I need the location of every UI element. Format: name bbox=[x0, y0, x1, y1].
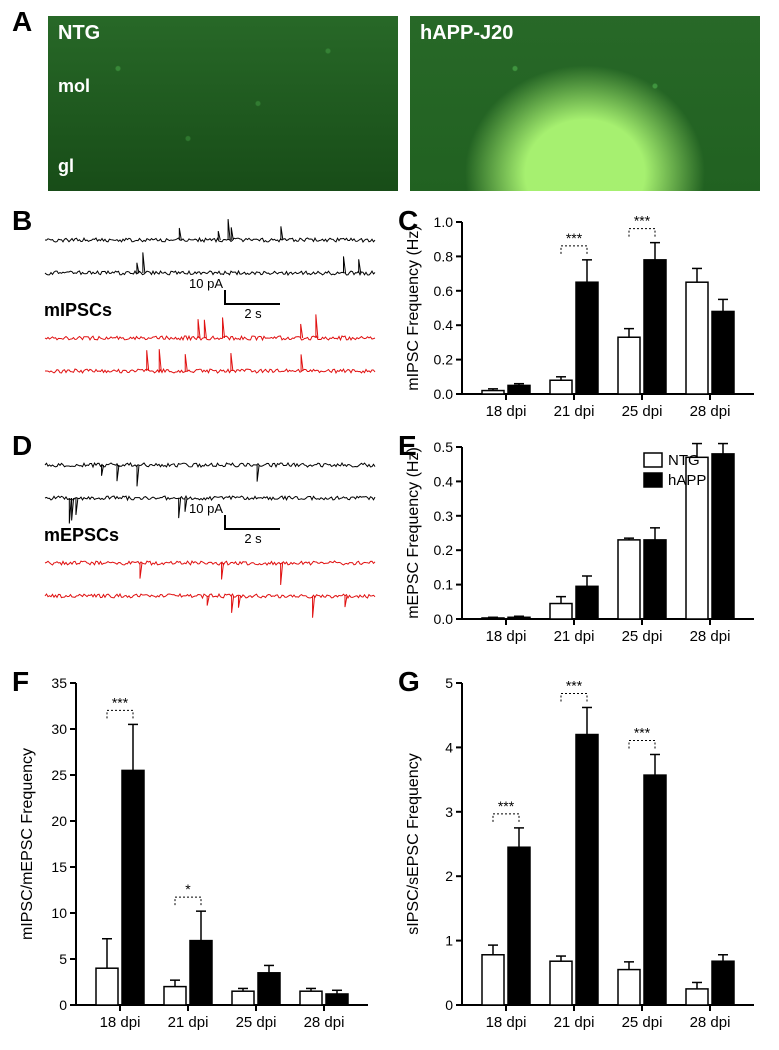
trace-label-mipsc: mIPSCs bbox=[44, 300, 112, 321]
svg-text:***: *** bbox=[566, 230, 583, 246]
svg-text:2: 2 bbox=[445, 868, 453, 884]
panel-a-label: A bbox=[12, 6, 32, 38]
trace-label-mepsc: mEPSCs bbox=[44, 525, 119, 546]
svg-text:18 dpi: 18 dpi bbox=[100, 1014, 141, 1031]
svg-text:***: *** bbox=[634, 724, 651, 740]
micrograph-ntg-texture bbox=[48, 16, 398, 191]
svg-text:10 pA: 10 pA bbox=[189, 276, 223, 291]
svg-text:18 dpi: 18 dpi bbox=[486, 628, 527, 645]
svg-text:25: 25 bbox=[51, 767, 67, 783]
panel-b-label: B bbox=[12, 205, 32, 237]
svg-text:hAPP: hAPP bbox=[668, 472, 706, 489]
svg-text:0.0: 0.0 bbox=[434, 611, 454, 627]
traces-mepsc: 10 pA 2 s mEPSCs bbox=[40, 443, 380, 623]
svg-text:mEPSC Frequency (Hz): mEPSC Frequency (Hz) bbox=[405, 447, 422, 619]
svg-text:0: 0 bbox=[59, 997, 67, 1013]
svg-text:0.6: 0.6 bbox=[434, 283, 454, 299]
svg-text:mIPSC/mEPSC Frequency: mIPSC/mEPSC Frequency bbox=[19, 748, 36, 940]
svg-text:28 dpi: 28 dpi bbox=[690, 628, 731, 645]
chart-e-svg: 0.0 0.1 0.2 0.3 0.4 0.5 mEPSC Frequency (Hz) 18… bbox=[404, 437, 764, 647]
svg-text:28 dpi: 28 dpi bbox=[304, 1014, 345, 1031]
panel-d-label: D bbox=[12, 430, 32, 462]
svg-text:4: 4 bbox=[445, 739, 453, 755]
svg-text:0.8: 0.8 bbox=[434, 248, 454, 264]
svg-text:0.3: 0.3 bbox=[434, 508, 454, 524]
svg-text:25 dpi: 25 dpi bbox=[622, 403, 663, 420]
svg-text:***: *** bbox=[498, 798, 515, 814]
svg-text:0.4: 0.4 bbox=[434, 317, 454, 333]
svg-text:1.0: 1.0 bbox=[434, 214, 454, 230]
svg-text:0.2: 0.2 bbox=[434, 542, 454, 558]
svg-text:18 dpi: 18 dpi bbox=[486, 1014, 527, 1031]
svg-text:1: 1 bbox=[445, 933, 453, 949]
micrograph-ntg-title: NTG bbox=[58, 22, 100, 45]
svg-text:35: 35 bbox=[51, 675, 67, 691]
svg-text:mIPSC Frequency (Hz): mIPSC Frequency (Hz) bbox=[405, 225, 422, 390]
svg-text:18 dpi: 18 dpi bbox=[486, 403, 527, 420]
micrograph-label-gl: gl bbox=[58, 156, 74, 177]
svg-text:15: 15 bbox=[51, 859, 67, 875]
svg-text:2 s: 2 s bbox=[244, 306, 262, 321]
micrograph-happ-title: hAPP-J20 bbox=[420, 22, 513, 45]
chart-c: 0.0 0.2 0.4 0.6 0.8 1.0 mIPSC Frequency (Hz) 18… bbox=[404, 212, 764, 422]
micrograph-label-mol: mol bbox=[58, 76, 90, 97]
traces-mipsc: 10 pA 2 s mIPSCs bbox=[40, 218, 380, 398]
chart-c-svg: 0.0 0.2 0.4 0.6 0.8 1.0 mIPSC Frequency (Hz) 18… bbox=[404, 212, 764, 422]
svg-text:*: * bbox=[185, 881, 191, 897]
chart-g: 0 1 2 3 4 5 sIPSC/sEPSC Frequency 18 dpi 21 dpi 2… bbox=[404, 673, 764, 1033]
svg-text:28 dpi: 28 dpi bbox=[690, 1014, 731, 1031]
chart-e: 0.0 0.1 0.2 0.3 0.4 0.5 mEPSC Frequency (Hz) 18… bbox=[404, 437, 764, 647]
svg-text:sIPSC/sEPSC Frequency: sIPSC/sEPSC Frequency bbox=[405, 753, 422, 934]
svg-text:10 pA: 10 pA bbox=[189, 501, 223, 516]
svg-text:3: 3 bbox=[445, 804, 453, 820]
svg-text:25 dpi: 25 dpi bbox=[622, 1014, 663, 1031]
svg-text:21 dpi: 21 dpi bbox=[554, 403, 595, 420]
svg-text:25 dpi: 25 dpi bbox=[622, 628, 663, 645]
svg-text:***: *** bbox=[112, 694, 129, 710]
svg-text:5: 5 bbox=[445, 675, 453, 691]
svg-text:***: *** bbox=[634, 213, 651, 229]
svg-text:21 dpi: 21 dpi bbox=[168, 1014, 209, 1031]
svg-text:0.2: 0.2 bbox=[434, 352, 454, 368]
svg-text:2 s: 2 s bbox=[244, 531, 262, 546]
svg-text:30: 30 bbox=[51, 721, 67, 737]
svg-text:20: 20 bbox=[51, 813, 67, 829]
micrograph-happ: hAPP-J20 bbox=[410, 16, 760, 191]
svg-text:5: 5 bbox=[59, 951, 67, 967]
svg-text:0.5: 0.5 bbox=[434, 439, 454, 455]
chart-f-svg: 0 5 10 15 20 25 30 35 mIPSC/mEPSC Frequency 18 dp… bbox=[18, 673, 378, 1033]
svg-text:0.0: 0.0 bbox=[434, 386, 454, 402]
micrograph-ntg: NTG mol gl bbox=[48, 16, 398, 191]
svg-text:28 dpi: 28 dpi bbox=[690, 403, 731, 420]
svg-text:0.4: 0.4 bbox=[434, 473, 454, 489]
svg-text:21 dpi: 21 dpi bbox=[554, 1014, 595, 1031]
chart-g-svg: 0 1 2 3 4 5 sIPSC/sEPSC Frequency 18 dpi 21 dpi 2… bbox=[404, 673, 764, 1033]
svg-text:0: 0 bbox=[445, 997, 453, 1013]
svg-text:NTG: NTG bbox=[668, 452, 700, 469]
svg-text:***: *** bbox=[566, 677, 583, 693]
chart-f: 0 5 10 15 20 25 30 35 mIPSC/mEPSC Frequency 18 dp… bbox=[18, 673, 378, 1033]
svg-text:25 dpi: 25 dpi bbox=[236, 1014, 277, 1031]
svg-text:21 dpi: 21 dpi bbox=[554, 628, 595, 645]
svg-text:10: 10 bbox=[51, 905, 67, 921]
svg-text:0.1: 0.1 bbox=[434, 577, 454, 593]
